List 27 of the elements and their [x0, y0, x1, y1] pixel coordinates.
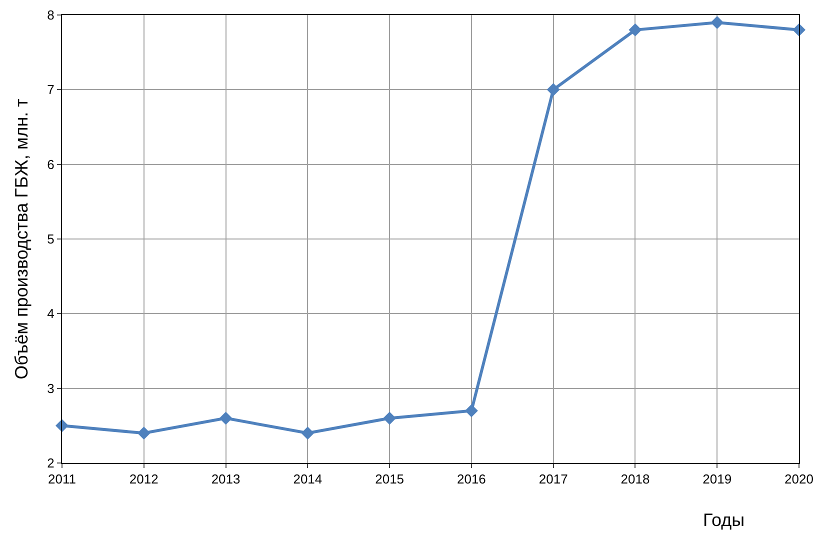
x-tick-label: 2017: [538, 472, 568, 487]
x-tick-label: 2011: [48, 472, 76, 487]
point: [546, 83, 560, 96]
y-tick-label: 2: [47, 456, 54, 471]
x-tick-label: 2012: [129, 472, 158, 487]
x-tick-label: 2018: [620, 472, 650, 487]
x-tick-label: 2015: [375, 472, 404, 487]
point: [710, 16, 724, 29]
y-tick-label: 6: [47, 156, 54, 172]
point: [137, 426, 150, 440]
x-axis-title: Годы: [703, 510, 745, 530]
x-tick-label: 2013: [211, 472, 240, 487]
point: [301, 426, 314, 440]
y-tick-label: 7: [47, 82, 54, 98]
point: [219, 412, 232, 425]
y-tick-label: 3: [47, 380, 54, 396]
x-tick-label: 2016: [456, 472, 486, 487]
y-tick-label: 5: [47, 232, 54, 247]
x-tick-label: 2019: [702, 472, 732, 487]
point: [464, 404, 478, 418]
x-tick-label: 2020: [784, 472, 814, 487]
point: [383, 412, 396, 425]
x-tick-label: 2014: [293, 472, 322, 487]
y-axis-title: Объём производства ГБЖ, млн. т: [11, 98, 32, 380]
y-tick-label: 8: [47, 8, 54, 23]
point: [628, 23, 642, 36]
y-tick-label: 4: [47, 306, 54, 322]
